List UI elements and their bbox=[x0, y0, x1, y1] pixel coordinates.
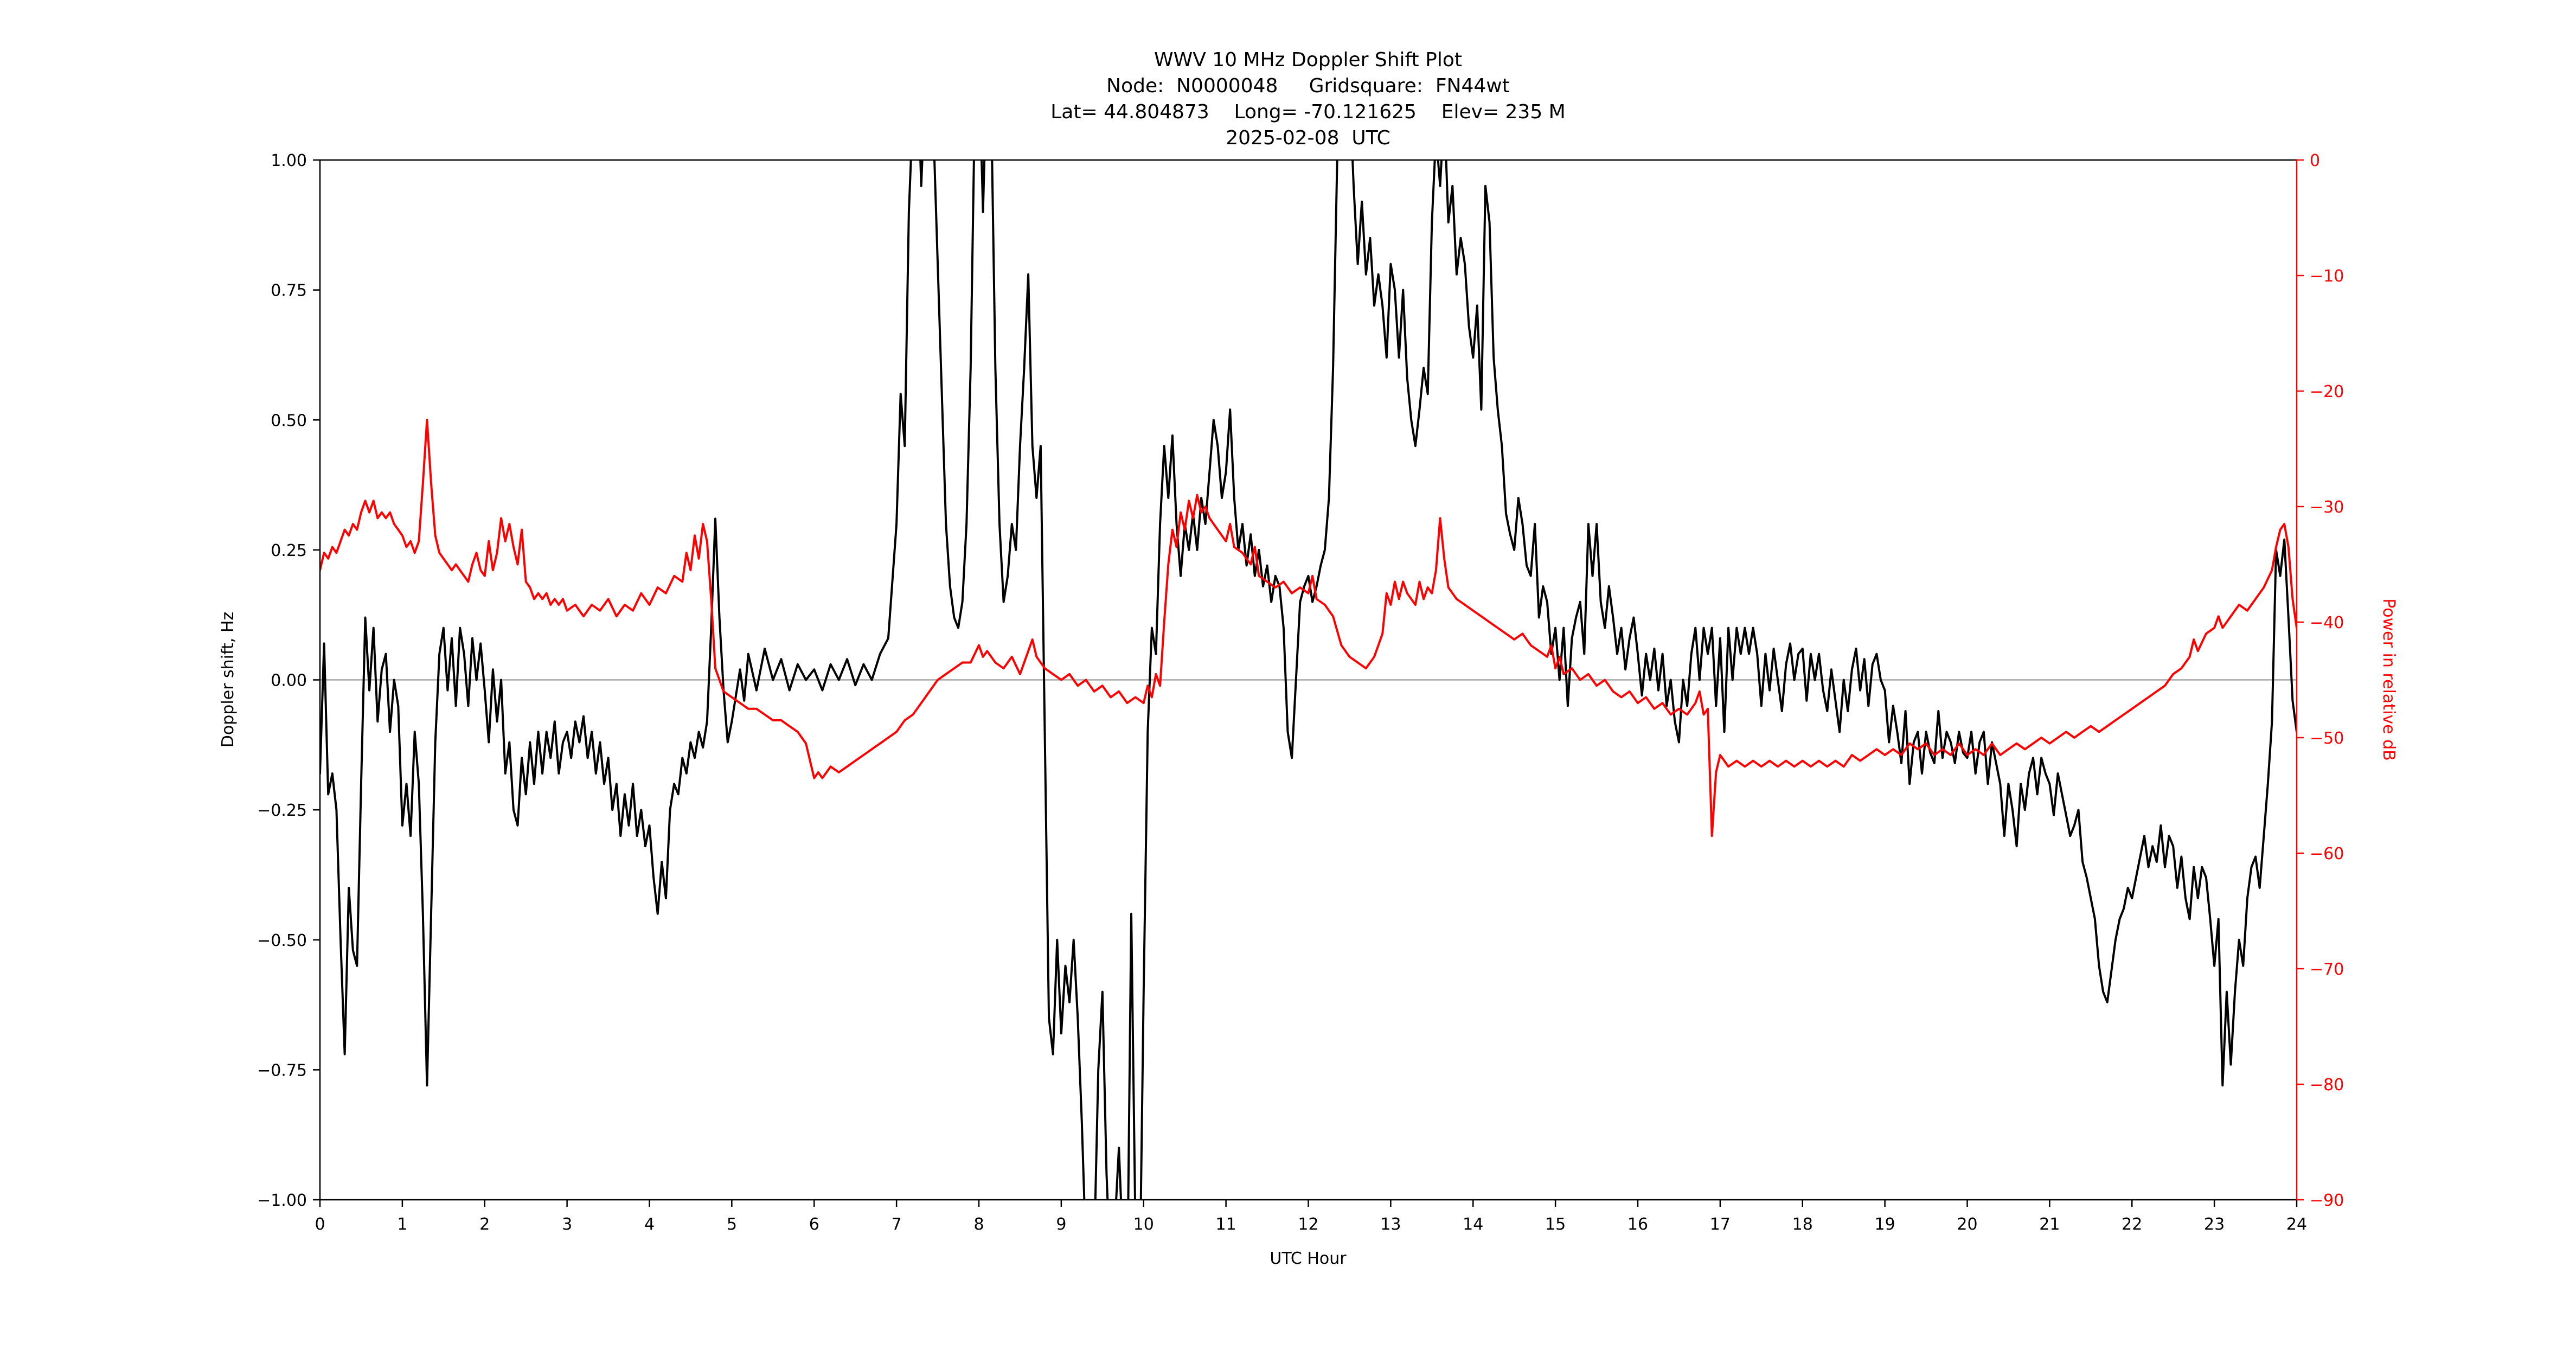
data-series-layer bbox=[320, 160, 2297, 1200]
plot-title-line-2: Node: N0000048 Gridsquare: FN44wt bbox=[1106, 75, 1510, 97]
y-left-tick-label: −0.25 bbox=[257, 801, 307, 820]
x-tick-label: 24 bbox=[2286, 1215, 2307, 1234]
y-axis-label-left: Doppler shift, Hz bbox=[219, 612, 238, 747]
x-tick-label: 4 bbox=[644, 1215, 655, 1234]
y-right-tick-label: −90 bbox=[2310, 1191, 2344, 1210]
x-tick-label: 16 bbox=[1627, 1215, 1648, 1234]
x-tick-label: 13 bbox=[1380, 1215, 1401, 1234]
x-axis-label: UTC Hour bbox=[1270, 1249, 1347, 1268]
x-tick-label: 1 bbox=[397, 1215, 407, 1234]
y-left-tick-label: −0.75 bbox=[257, 1061, 307, 1080]
power-line bbox=[320, 419, 2297, 837]
y-left-tick-label: 0.75 bbox=[271, 282, 307, 300]
x-tick-label: 5 bbox=[727, 1215, 737, 1234]
y-left-tick-label: 0.25 bbox=[271, 541, 307, 560]
x-tick-label: 15 bbox=[1545, 1215, 1566, 1234]
x-tick-label: 2 bbox=[479, 1215, 490, 1234]
x-tick-label: 11 bbox=[1216, 1215, 1236, 1234]
y-right-tick-label: −30 bbox=[2310, 498, 2344, 517]
axis-ticks: 0 1 2 3 4 5 6 7 8 9 10 11 12 13 14 15 16 17 18 19 20 21 22 23 24… bbox=[257, 151, 2344, 1234]
x-tick-label: 21 bbox=[2039, 1215, 2060, 1234]
x-tick-label: 22 bbox=[2122, 1215, 2142, 1234]
plot-title-line-1: WWV 10 MHz Doppler Shift Plot bbox=[1154, 49, 1462, 71]
plot-title-line-4: 2025-02-08 UTC bbox=[1226, 127, 1390, 149]
x-tick-label: 9 bbox=[1056, 1215, 1066, 1234]
doppler-shift-line bbox=[320, 160, 2297, 1200]
x-tick-label: 8 bbox=[973, 1215, 984, 1234]
plot-title-line-3: Lat= 44.804873 Long= -70.121625 Elev= 23… bbox=[1050, 101, 1565, 123]
x-tick-label: 12 bbox=[1298, 1215, 1318, 1234]
y-right-tick-label: 0 bbox=[2310, 151, 2320, 170]
y-left-tick-label: −1.00 bbox=[257, 1191, 307, 1210]
x-tick-label: 20 bbox=[1957, 1215, 1977, 1234]
y-right-tick-label: −10 bbox=[2310, 267, 2344, 286]
y-right-tick-label: −40 bbox=[2310, 613, 2344, 632]
x-tick-label: 17 bbox=[1710, 1215, 1731, 1234]
x-tick-label: 14 bbox=[1463, 1215, 1483, 1234]
axes-spines bbox=[319, 159, 2298, 1201]
x-tick-label: 19 bbox=[1875, 1215, 1895, 1234]
x-tick-label: 18 bbox=[1792, 1215, 1813, 1234]
x-tick-label: 0 bbox=[315, 1215, 325, 1234]
plot-title-block: WWV 10 MHz Doppler Shift Plot Node: N000… bbox=[1050, 49, 1565, 149]
y-right-tick-label: −20 bbox=[2310, 382, 2344, 401]
y-left-tick-label: 0.00 bbox=[271, 671, 307, 690]
y-left-tick-label: 0.50 bbox=[271, 411, 307, 430]
y-right-tick-label: −60 bbox=[2310, 845, 2344, 864]
y-left-tick-label: 1.00 bbox=[271, 151, 307, 170]
y-right-tick-label: −70 bbox=[2310, 960, 2344, 979]
x-tick-label: 7 bbox=[892, 1215, 902, 1234]
x-tick-label: 23 bbox=[2204, 1215, 2225, 1234]
x-tick-label: 3 bbox=[562, 1215, 572, 1234]
y-left-tick-label: −0.50 bbox=[257, 931, 307, 950]
y-right-tick-label: −80 bbox=[2310, 1076, 2344, 1095]
y-right-tick-label: −50 bbox=[2310, 729, 2344, 748]
y-axis-label-right: Power in relative dB bbox=[2379, 598, 2398, 760]
x-tick-label: 6 bbox=[809, 1215, 819, 1234]
x-tick-label: 10 bbox=[1133, 1215, 1154, 1234]
